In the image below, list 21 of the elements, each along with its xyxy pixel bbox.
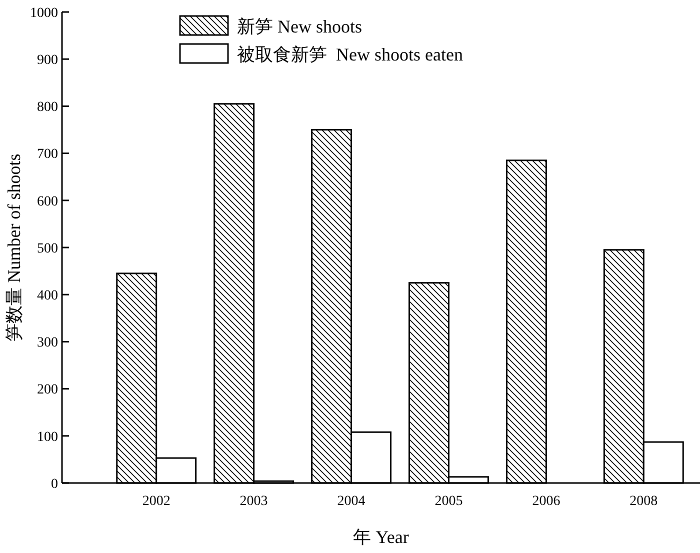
y-tick-label: 100 xyxy=(37,430,58,445)
y-tick-label: 600 xyxy=(37,194,58,210)
x-tick-label: 2004 xyxy=(337,494,366,509)
y-axis-title: 笋数量 Number of shoots xyxy=(4,154,24,342)
x-tick-label: 2005 xyxy=(434,494,463,509)
x-axis-title: 年 Year xyxy=(353,527,409,547)
x-tick-label: 2002 xyxy=(142,494,170,509)
y-tick-label: 800 xyxy=(37,100,58,116)
y-tick-label: 700 xyxy=(37,147,58,162)
y-tick-label: 0 xyxy=(51,476,58,492)
y-tick-label: 300 xyxy=(37,336,58,351)
x-tick-label: 2006 xyxy=(532,494,560,509)
x-tick-label: 2003 xyxy=(240,494,268,509)
legend-label: 新笋 New shoots xyxy=(237,16,362,36)
legend-label: 被取食新笋 New shoots eaten xyxy=(237,44,463,64)
y-tick-label: 900 xyxy=(37,53,58,68)
y-tick-label: 400 xyxy=(37,288,58,304)
y-tick-label: 500 xyxy=(37,241,58,256)
y-tick-label: 1000 xyxy=(30,6,58,21)
y-tick-label: 200 xyxy=(37,382,58,398)
x-tick-label: 2008 xyxy=(630,494,658,509)
